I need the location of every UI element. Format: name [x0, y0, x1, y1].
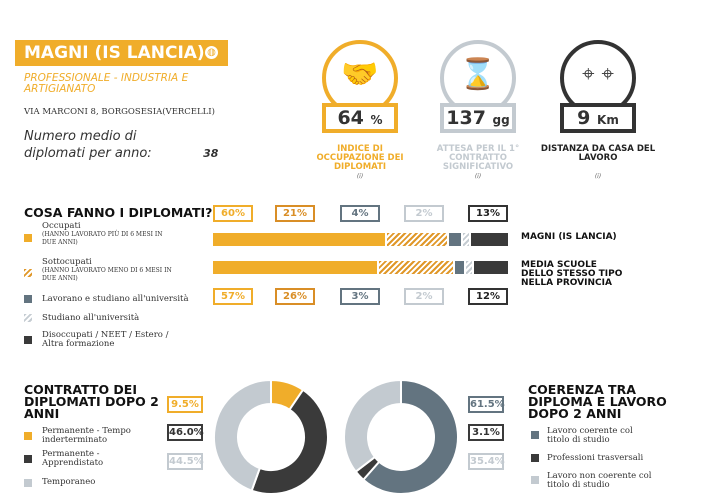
legend-swatch: [24, 455, 32, 463]
indicator-value: 137: [446, 107, 486, 129]
legend-apprendistato: Permanente - Apprendistato: [42, 449, 104, 468]
bar-segment-sottocupati: [387, 233, 448, 246]
contratto-donut-slice-1: [250, 388, 329, 495]
pct-box: 3%: [340, 288, 380, 305]
legend-swatch: [24, 432, 32, 440]
pct-box: 44.5%: [167, 453, 204, 470]
legend-lavorano-studiano: Lavorano e studiano all'università: [42, 294, 189, 304]
school-address: VIA MARCONI 8, BORGOSESIA(VERCELLI): [24, 107, 215, 117]
bar-segment-studiano: [462, 233, 469, 246]
indicator-wait: ⌛ 137 gg ATTESA PER IL 1° CONTRATTO SIGN…: [420, 40, 540, 190]
legend-occupati: Occupati (HANNO LAVORATO PIÙ DI 6 MESI IN…: [42, 221, 163, 247]
bar-segment-sottocupati: [378, 261, 454, 274]
legend-swatch: [531, 454, 539, 462]
legend-disoccupati: Disoccupati / NEET / Estero / Altra form…: [42, 330, 169, 349]
bar-school-label: MAGNI (IS LANCIA): [521, 232, 617, 242]
pct-box: 60%: [213, 205, 253, 222]
legend-swatch: [531, 476, 539, 484]
indicator-unit: Km: [597, 113, 619, 127]
hourglass-icon: ⌛: [459, 56, 497, 92]
info-icon[interactable]: (i): [594, 173, 602, 180]
bar-segment-disoccupati: [470, 233, 508, 246]
info-icon[interactable]: (i): [356, 173, 364, 180]
bar-average-label: MEDIA SCUOLE DELLO STESSO TIPO NELLA PRO…: [521, 260, 623, 288]
indicator-label: DISTANZA DA CASA DEL LAVORO: [540, 144, 656, 163]
indicator-value: 64: [337, 107, 364, 129]
globe-icon[interactable]: ◍: [205, 46, 218, 59]
bar-segment-occupati: [213, 261, 377, 274]
bar-segment-lavorano-studiano: [449, 233, 461, 246]
legend-studiano: Studiano all'università: [42, 313, 140, 323]
pct-box: 35.4%: [468, 453, 505, 470]
avg-graduates-label: Numero medio di diplomati per anno:: [24, 129, 152, 161]
map-route-icon: ⌖ ⌖: [582, 61, 614, 87]
bar-segment-occupati: [213, 233, 386, 246]
indicator-label: ATTESA PER IL 1° CONTRATTO SIGNIFICATIVO: [436, 144, 520, 172]
legend-non-coerente: Lavoro non coerente col titolo di studio: [547, 471, 652, 490]
handshake-icon: 🤝: [341, 56, 379, 92]
legend-trasversali: Professioni trasversali: [547, 453, 644, 463]
legend-swatch-sottocupati: [24, 269, 32, 277]
pct-box: 46.0%: [167, 424, 204, 441]
bar-average: [213, 261, 508, 274]
school-title: MAGNI (IS LANCIA) ◍: [15, 40, 228, 66]
school-name: MAGNI (IS LANCIA): [24, 43, 205, 63]
legend-permanente-indeterminato: Permanente - Tempo inderterminato: [42, 426, 131, 445]
section-title-cosa: COSA FANNO I DIPLOMATI?: [24, 205, 213, 220]
indicator-unit: gg: [492, 113, 510, 127]
legend-swatch-occupati: [24, 234, 32, 242]
bar-school: [213, 233, 508, 246]
pct-box: 9.5%: [167, 396, 203, 413]
avg-graduates: Numero medio di diplomati per anno: 38: [24, 128, 218, 162]
indicator-label: INDICE DI OCCUPAZIONE DEI DIPLOMATI: [316, 144, 404, 172]
pct-box: 2%: [404, 205, 444, 222]
legend-swatch: [531, 431, 539, 439]
coerenza-donut-slice-2: [343, 378, 402, 474]
indicator-value: 9: [577, 107, 591, 129]
legend-temporaneo: Temporaneo: [42, 477, 96, 487]
pct-box: 2%: [404, 288, 444, 305]
legend-coerente: Lavoro coerente col titolo di studio: [547, 426, 633, 445]
contratto-donut-slice-2: [213, 378, 272, 492]
pct-box: 21%: [275, 205, 315, 222]
pct-box: 61.5%: [468, 396, 505, 413]
section-title-coerenza: COERENZA TRA DIPLOMA E LAVORO DOPO 2 ANN…: [528, 382, 667, 421]
legend-swatch-studiano: [24, 314, 32, 322]
bar-segment-disoccupati: [473, 261, 508, 274]
pct-box: 12%: [468, 288, 508, 305]
pct-box: 13%: [468, 205, 508, 222]
legend-sottocupati: Sottocupati (HANNO LAVORATO MENO DI 6 MES…: [42, 257, 172, 283]
coerenza-donut-slice-0: [361, 378, 459, 495]
pct-box: 26%: [275, 288, 315, 305]
section-title-contratto: CONTRATTO DEI DIPLOMATI DOPO 2 ANNI: [24, 382, 159, 421]
avg-graduates-value: 38: [203, 147, 219, 160]
legend-swatch-disoccupati: [24, 336, 32, 344]
indicator-distance: ⌖ ⌖ 9 Km DISTANZA DA CASA DEL LAVORO (i): [540, 40, 660, 190]
legend-swatch: [24, 479, 32, 487]
indicator-occupation: 🤝 64 % INDICE DI OCCUPAZIONE DEI DIPLOMA…: [302, 40, 422, 190]
school-type: PROFESSIONALE - INDUSTRIA E ARTIGIANATO: [24, 72, 189, 95]
pct-box: 3.1%: [468, 424, 504, 441]
pct-box: 4%: [340, 205, 380, 222]
pct-box: 57%: [213, 288, 253, 305]
bar-segment-studiano: [465, 261, 472, 274]
info-icon[interactable]: (i): [474, 173, 482, 180]
bar-segment-lavorano-studiano: [455, 261, 464, 274]
legend-swatch-lavorano-studiano: [24, 295, 32, 303]
indicator-unit: %: [370, 113, 383, 127]
